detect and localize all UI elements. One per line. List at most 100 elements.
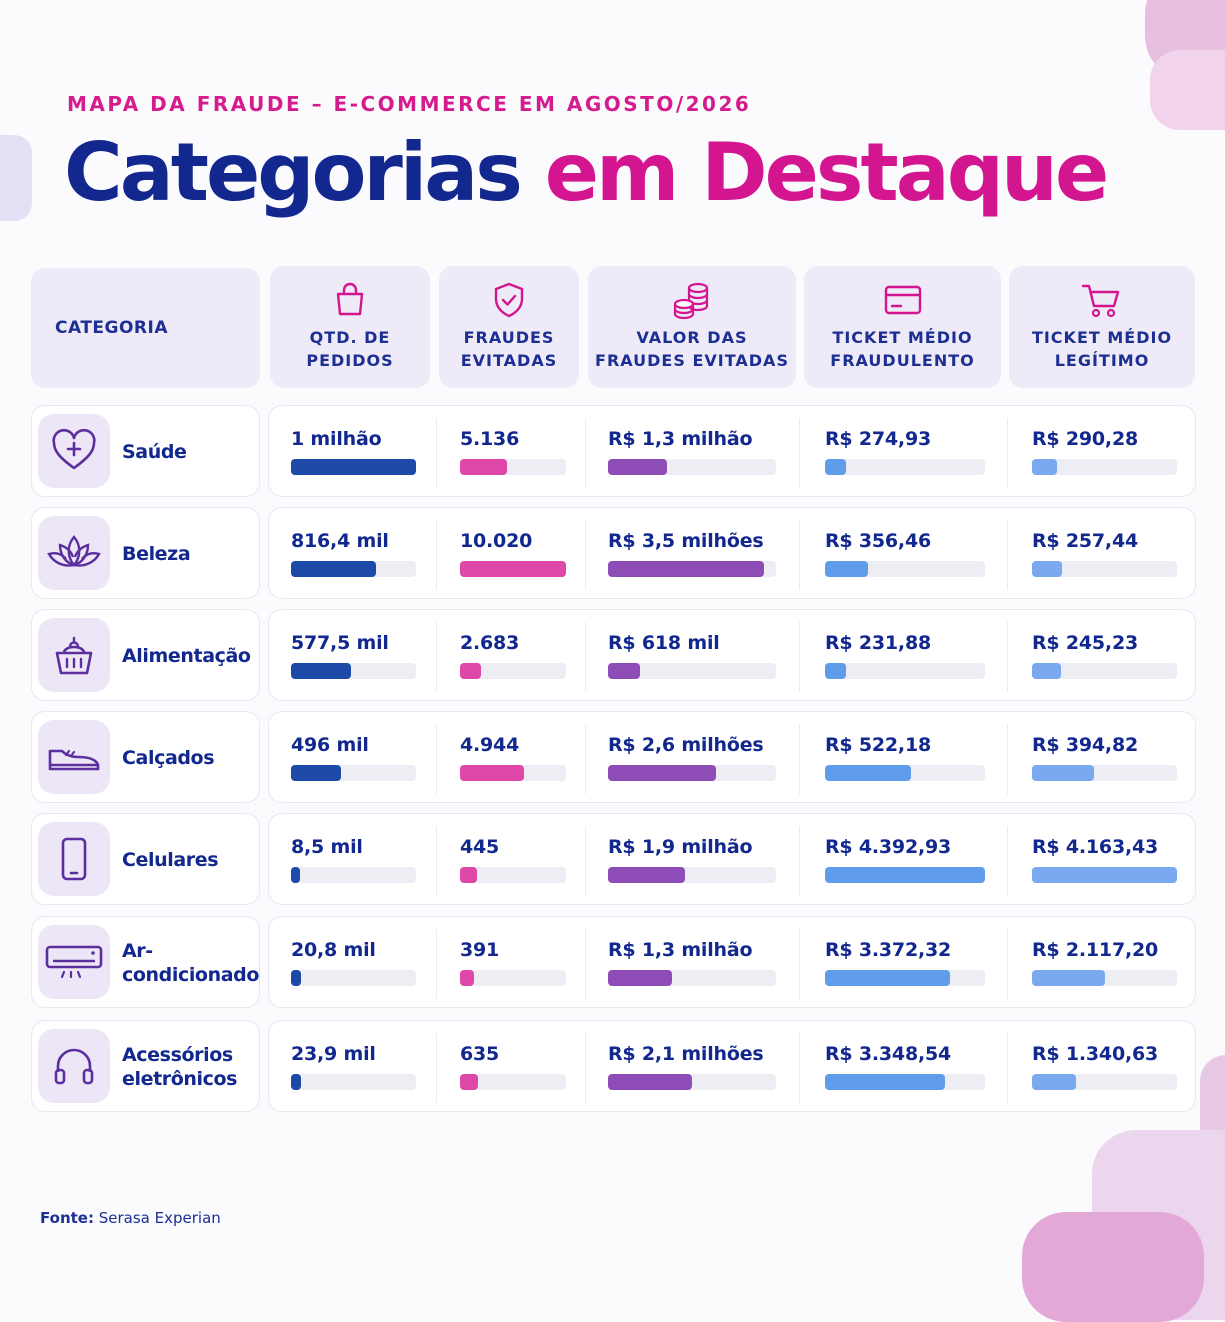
bar-track xyxy=(825,1074,985,1090)
table-row: Acessórios eletrônicos 23,9 mil 635 R$ 2,1 m… xyxy=(0,1020,1225,1112)
cell-ticket-fraud: R$ 3.372,32 xyxy=(825,917,985,1009)
cell-value: R$ 1,3 milhão xyxy=(608,917,776,1009)
bar-fill xyxy=(608,1074,692,1090)
category-label: Saúde xyxy=(122,441,187,463)
value-value: R$ 2,6 milhões xyxy=(608,734,764,756)
value-value: R$ 618 mil xyxy=(608,632,720,654)
cell-ticket-fraud: R$ 522,18 xyxy=(825,712,985,804)
cell-ticket-legit: R$ 257,44 xyxy=(1032,508,1177,600)
bar-fill xyxy=(460,970,474,986)
cell-ticket-legit: R$ 394,82 xyxy=(1032,712,1177,804)
bar-track xyxy=(460,459,566,475)
bar-fill xyxy=(291,765,341,781)
bar-track xyxy=(460,867,566,883)
category-label: Calçados xyxy=(122,747,215,769)
category-label: Acessórios eletrônicos xyxy=(122,1044,238,1090)
footer-source: Fonte: Serasa Experian xyxy=(40,1209,221,1227)
bar-track xyxy=(291,1074,416,1090)
title-part-1: Categorias xyxy=(64,126,523,219)
credit-card-icon xyxy=(884,285,921,315)
bar-fill xyxy=(291,663,351,679)
column-divider xyxy=(799,520,800,590)
value-orders: 1 milhão xyxy=(291,428,382,450)
column-header-orders-line1: QTD. DE xyxy=(309,328,391,347)
value-ticket-legit: R$ 2.117,20 xyxy=(1032,939,1159,961)
column-header-category: CATEGORIA xyxy=(31,268,260,388)
cell-ticket-fraud: R$ 231,88 xyxy=(825,610,985,702)
column-divider xyxy=(1007,622,1008,692)
value-ticket-fraud: R$ 274,93 xyxy=(825,428,931,450)
table-row: Ar-condicionado 20,8 mil 391 R$ 1,3 milhão R… xyxy=(0,916,1225,1008)
value-value: R$ 3,5 milhões xyxy=(608,530,764,552)
column-header-ticket-fraud-line2: FRAUDULENTO xyxy=(830,351,975,370)
column-divider xyxy=(436,622,437,692)
cell-ticket-fraud: R$ 356,46 xyxy=(825,508,985,600)
column-divider xyxy=(1007,724,1008,794)
cell-ticket-fraud: R$ 4.392,93 xyxy=(825,814,985,906)
category-cell: Ar-condicionado xyxy=(31,916,260,1008)
table-row: Celulares 8,5 mil 445 R$ 1,9 milhão R$ 4.392… xyxy=(0,813,1225,905)
row-values: 1 milhão 5.136 R$ 1,3 milhão R$ 274,93 R$ 29… xyxy=(268,405,1196,497)
cell-frauds: 445 xyxy=(460,814,566,906)
bar-track xyxy=(825,867,985,883)
row-values: 577,5 mil 2.683 R$ 618 mil R$ 231,88 R$ 245,… xyxy=(268,609,1196,701)
table-row: Calçados 496 mil 4.944 R$ 2,6 milhões R$ 522… xyxy=(0,711,1225,803)
column-header-frauds-line2: EVITADAS xyxy=(460,351,558,370)
value-orders: 496 mil xyxy=(291,734,369,756)
column-divider xyxy=(799,929,800,999)
bar-track xyxy=(291,765,416,781)
value-ticket-fraud: R$ 4.392,93 xyxy=(825,836,952,858)
bar-fill xyxy=(291,459,416,475)
bar-track xyxy=(1032,459,1177,475)
bar-track xyxy=(1032,970,1177,986)
bar-fill xyxy=(291,561,376,577)
bar-fill xyxy=(1032,663,1061,679)
shield-check-icon xyxy=(494,282,524,318)
cell-ticket-legit: R$ 4.163,43 xyxy=(1032,814,1177,906)
cell-value: R$ 618 mil xyxy=(608,610,776,702)
bar-track xyxy=(460,561,566,577)
shopping-bag-icon xyxy=(336,282,364,316)
value-ticket-fraud: R$ 522,18 xyxy=(825,734,931,756)
bar-track xyxy=(608,663,776,679)
heart-plus-icon xyxy=(38,414,110,488)
cell-value: R$ 1,9 milhão xyxy=(608,814,776,906)
cell-frauds: 391 xyxy=(460,917,566,1009)
bar-track xyxy=(1032,663,1177,679)
cell-value: R$ 2,1 milhões xyxy=(608,1021,776,1113)
headphones-icon xyxy=(38,1029,110,1103)
column-header-ticket-legit: TICKET MÉDIO LEGÍTIMO xyxy=(1009,266,1195,388)
value-frauds: 10.020 xyxy=(460,530,533,552)
decor-shape-bottom-right-3 xyxy=(1022,1212,1204,1322)
cell-frauds: 10.020 xyxy=(460,508,566,600)
column-divider xyxy=(799,826,800,896)
column-divider xyxy=(585,622,586,692)
bar-fill xyxy=(460,663,481,679)
value-frauds: 2.683 xyxy=(460,632,520,654)
air-conditioner-icon xyxy=(38,925,110,999)
bar-track xyxy=(291,970,416,986)
column-divider xyxy=(799,418,800,488)
column-divider xyxy=(436,724,437,794)
bar-track xyxy=(1032,1074,1177,1090)
bar-fill xyxy=(825,459,846,475)
bar-track xyxy=(1032,561,1177,577)
bar-fill xyxy=(460,765,524,781)
bar-track xyxy=(608,765,776,781)
value-orders: 23,9 mil xyxy=(291,1043,376,1065)
column-header-ticket-legit-line1: TICKET MÉDIO xyxy=(1031,328,1173,347)
bar-fill xyxy=(460,561,566,577)
bar-fill xyxy=(825,1074,945,1090)
value-orders: 20,8 mil xyxy=(291,939,376,961)
row-values: 23,9 mil 635 R$ 2,1 milhões R$ 3.348,54 R$ 1… xyxy=(268,1020,1196,1112)
bar-fill xyxy=(460,1074,478,1090)
title-part-2: em Destaque xyxy=(544,126,1109,219)
source-label: Fonte: xyxy=(40,1209,94,1227)
bar-track xyxy=(825,765,985,781)
cell-frauds: 2.683 xyxy=(460,610,566,702)
bar-track xyxy=(825,970,985,986)
column-divider xyxy=(436,929,437,999)
column-header-value-line2: FRAUDES EVITADAS xyxy=(595,351,789,370)
column-divider xyxy=(799,1033,800,1103)
bar-track xyxy=(291,663,416,679)
